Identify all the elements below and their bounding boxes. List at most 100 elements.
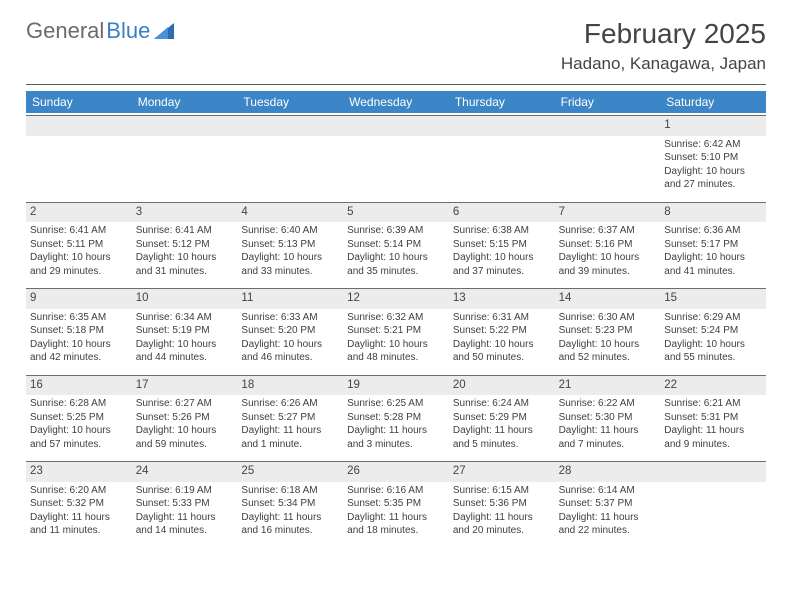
day-number <box>660 461 766 482</box>
calendar-week: 23Sunrise: 6:20 AMSunset: 5:32 PMDayligh… <box>26 459 766 546</box>
page: GeneralBlue February 2025 Hadano, Kanaga… <box>0 0 792 564</box>
sunset-text: Sunset: 5:13 PM <box>241 238 339 252</box>
daylight1-text: Daylight: 11 hours <box>241 424 339 438</box>
daylight1-text: Daylight: 10 hours <box>30 251 128 265</box>
calendar-cell: 23 Sunrise: 6:20 AMSunset: 5:32 PMDayligh… <box>26 459 132 546</box>
sunrise-text: Sunrise: 6:25 AM <box>347 397 445 411</box>
page-header: GeneralBlue February 2025 Hadano, Kanaga… <box>26 18 766 74</box>
sunrise-text: Sunrise: 6:30 AM <box>559 311 657 325</box>
sunrise-text: Sunrise: 6:29 AM <box>664 311 762 325</box>
day-number: 28 <box>555 461 661 482</box>
sunrise-text: Sunrise: 6:28 AM <box>30 397 128 411</box>
daylight2-text: and 39 minutes. <box>559 265 657 279</box>
daylight2-text: and 18 minutes. <box>347 524 445 538</box>
sunrise-text: Sunrise: 6:34 AM <box>136 311 234 325</box>
logo: GeneralBlue <box>26 18 174 44</box>
sunset-text: Sunset: 5:23 PM <box>559 324 657 338</box>
day-number: 2 <box>26 202 132 223</box>
sunrise-text: Sunrise: 6:39 AM <box>347 224 445 238</box>
day-number: 24 <box>132 461 238 482</box>
daylight2-text: and 50 minutes. <box>453 351 551 365</box>
daylight1-text: Daylight: 11 hours <box>30 511 128 525</box>
daylight2-text: and 22 minutes. <box>559 524 657 538</box>
calendar-cell: 26Sunrise: 6:16 AMSunset: 5:35 PMDayligh… <box>343 459 449 546</box>
calendar-cell: 25 Sunrise: 6:18 AMSunset: 5:34 PMDayligh… <box>237 459 343 546</box>
sunrise-text: Sunrise: 6:41 AM <box>136 224 234 238</box>
sunrise-text: Sunrise: 6:32 AM <box>347 311 445 325</box>
day-number: 21 <box>555 375 661 396</box>
calendar-cell: 3Sunrise: 6:41 AMSunset: 5:12 PMDaylight… <box>132 200 238 287</box>
sunset-text: Sunset: 5:15 PM <box>453 238 551 252</box>
daylight2-text: and 37 minutes. <box>453 265 551 279</box>
calendar-cell: 20Sunrise: 6:24 AMSunset: 5:29 PMDayligh… <box>449 373 555 460</box>
daylight1-text: Daylight: 10 hours <box>664 338 762 352</box>
calendar-cell: 1Sunrise: 6:42 AMSunset: 5:10 PMDaylight… <box>660 113 766 200</box>
weekday-label: Friday <box>555 91 661 113</box>
sunrise-text: Sunrise: 6:18 AM <box>241 484 339 498</box>
sunrise-text: Sunrise: 6:41 AM <box>30 224 128 238</box>
sunset-text: Sunset: 5:33 PM <box>136 497 234 511</box>
calendar-cell <box>343 113 449 200</box>
sunset-text: Sunset: 5:29 PM <box>453 411 551 425</box>
sunset-text: Sunset: 5:11 PM <box>30 238 128 252</box>
sunset-text: Sunset: 5:10 PM <box>664 151 762 165</box>
sunset-text: Sunset: 5:20 PM <box>241 324 339 338</box>
calendar-cell <box>555 113 661 200</box>
sunrise-text: Sunrise: 6:16 AM <box>347 484 445 498</box>
calendar-cell: 10Sunrise: 6:34 AMSunset: 5:19 PMDayligh… <box>132 286 238 373</box>
calendar-cell: 28Sunrise: 6:14 AMSunset: 5:37 PMDayligh… <box>555 459 661 546</box>
daylight1-text: Daylight: 10 hours <box>664 251 762 265</box>
daylight1-text: Daylight: 10 hours <box>453 251 551 265</box>
daylight2-text: and 1 minute. <box>241 438 339 452</box>
day-number: 25 <box>237 461 343 482</box>
weekday-header: SundayMondayTuesdayWednesdayThursdayFrid… <box>26 91 766 113</box>
daylight1-text: Daylight: 10 hours <box>241 338 339 352</box>
sunset-text: Sunset: 5:28 PM <box>347 411 445 425</box>
day-number: 16 <box>26 375 132 396</box>
daylight2-text: and 46 minutes. <box>241 351 339 365</box>
calendar-body: 1Sunrise: 6:42 AMSunset: 5:10 PMDaylight… <box>26 113 766 546</box>
day-number <box>26 115 132 136</box>
daylight1-text: Daylight: 11 hours <box>453 511 551 525</box>
daylight1-text: Daylight: 10 hours <box>559 338 657 352</box>
sunset-text: Sunset: 5:21 PM <box>347 324 445 338</box>
daylight1-text: Daylight: 10 hours <box>241 251 339 265</box>
calendar-cell: 15Sunrise: 6:29 AMSunset: 5:24 PMDayligh… <box>660 286 766 373</box>
sunset-text: Sunset: 5:27 PM <box>241 411 339 425</box>
daylight1-text: Daylight: 11 hours <box>241 511 339 525</box>
calendar-cell: 16Sunrise: 6:28 AMSunset: 5:25 PMDayligh… <box>26 373 132 460</box>
calendar-cell: 7Sunrise: 6:37 AMSunset: 5:16 PMDaylight… <box>555 200 661 287</box>
day-number: 23 <box>26 461 132 482</box>
sunset-text: Sunset: 5:34 PM <box>241 497 339 511</box>
sunrise-text: Sunrise: 6:37 AM <box>559 224 657 238</box>
day-number: 12 <box>343 288 449 309</box>
daylight2-text: and 33 minutes. <box>241 265 339 279</box>
daylight1-text: Daylight: 10 hours <box>347 338 445 352</box>
sunrise-text: Sunrise: 6:35 AM <box>30 311 128 325</box>
calendar-cell <box>449 113 555 200</box>
daylight1-text: Daylight: 11 hours <box>347 511 445 525</box>
day-number <box>449 115 555 136</box>
sunrise-text: Sunrise: 6:21 AM <box>664 397 762 411</box>
sunset-text: Sunset: 5:32 PM <box>30 497 128 511</box>
day-number: 9 <box>26 288 132 309</box>
daylight2-text: and 16 minutes. <box>241 524 339 538</box>
day-number: 17 <box>132 375 238 396</box>
weekday-label: Thursday <box>449 91 555 113</box>
sunrise-text: Sunrise: 6:19 AM <box>136 484 234 498</box>
calendar-cell: 13Sunrise: 6:31 AMSunset: 5:22 PMDayligh… <box>449 286 555 373</box>
sunrise-text: Sunrise: 6:20 AM <box>30 484 128 498</box>
logo-text-gray: General <box>26 18 104 44</box>
daylight1-text: Daylight: 10 hours <box>136 424 234 438</box>
daylight2-text: and 29 minutes. <box>30 265 128 279</box>
location: Hadano, Kanagawa, Japan <box>561 54 766 74</box>
sunset-text: Sunset: 5:17 PM <box>664 238 762 252</box>
calendar-cell: 2Sunrise: 6:41 AMSunset: 5:11 PMDaylight… <box>26 200 132 287</box>
calendar-cell: 5Sunrise: 6:39 AMSunset: 5:14 PMDaylight… <box>343 200 449 287</box>
daylight2-text: and 5 minutes. <box>453 438 551 452</box>
day-number: 11 <box>237 288 343 309</box>
sunrise-text: Sunrise: 6:42 AM <box>664 138 762 152</box>
sunset-text: Sunset: 5:25 PM <box>30 411 128 425</box>
day-number: 18 <box>237 375 343 396</box>
sunrise-text: Sunrise: 6:22 AM <box>559 397 657 411</box>
